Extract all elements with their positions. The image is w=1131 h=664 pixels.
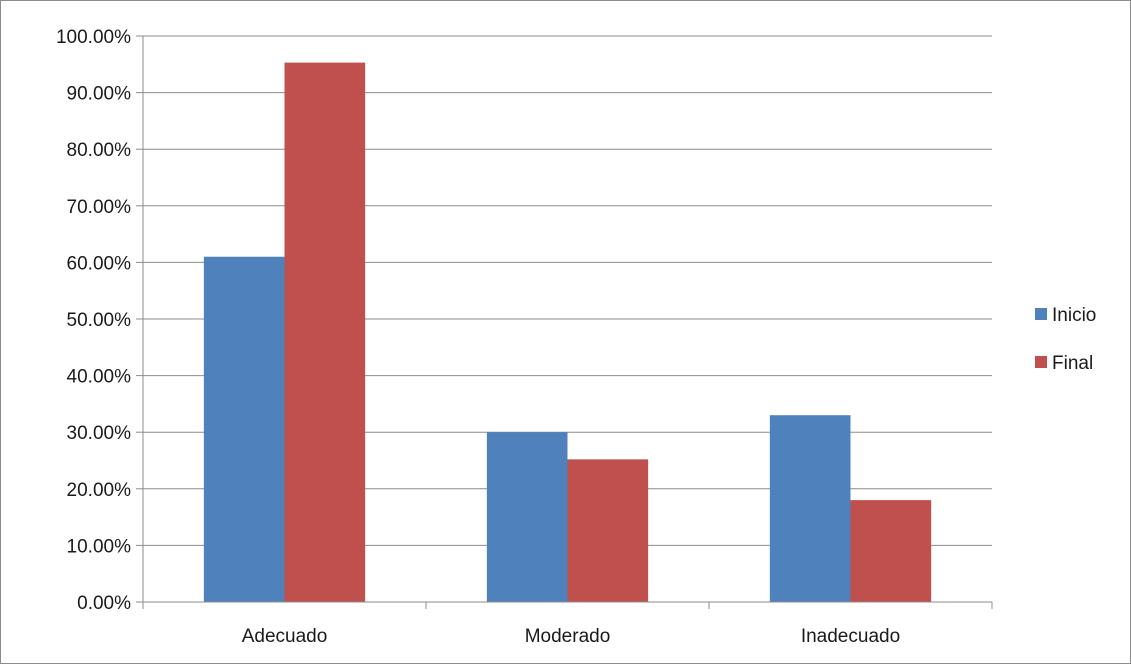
legend: Inicio Final xyxy=(1035,305,1096,374)
y-tick-label: 40.00% xyxy=(67,367,132,388)
bar-final-moderado xyxy=(567,459,649,602)
y-tick-label: 80.00% xyxy=(67,140,132,161)
legend-label-final: Final xyxy=(1052,353,1093,374)
bar-final-adecuado xyxy=(284,62,366,603)
y-axis-ticks: 0.00% 10.00% 20.00% 30.00% 40.00% 50.00% 60.00… xyxy=(56,27,143,614)
bar-inicio-inadecuado xyxy=(769,415,851,602)
x-tick-label: Adecuado xyxy=(242,626,328,647)
y-tick-label: 10.00% xyxy=(67,536,132,557)
y-tick-label: 20.00% xyxy=(67,480,132,501)
bar-inicio-moderado xyxy=(486,432,568,602)
y-tick-label: 100.00% xyxy=(56,27,131,48)
y-tick-label: 0.00% xyxy=(77,593,131,614)
x-tick-label: Moderado xyxy=(525,626,611,647)
legend-swatch-inicio xyxy=(1035,308,1047,320)
bar-final-inadecuado xyxy=(850,500,932,602)
x-tick-label: Inadecuado xyxy=(801,626,900,647)
y-tick-label: 60.00% xyxy=(67,253,132,274)
y-tick-label: 70.00% xyxy=(67,197,132,218)
bars xyxy=(203,62,932,603)
legend-label-inicio: Inicio xyxy=(1052,305,1096,326)
legend-swatch-final xyxy=(1035,356,1047,368)
y-tick-label: 50.00% xyxy=(67,310,132,331)
bar-inicio-adecuado xyxy=(203,256,285,602)
y-tick-label: 90.00% xyxy=(67,84,132,105)
x-axis-ticks: Adecuado Moderado Inadecuado xyxy=(142,602,993,647)
y-tick-label: 30.00% xyxy=(67,423,132,444)
